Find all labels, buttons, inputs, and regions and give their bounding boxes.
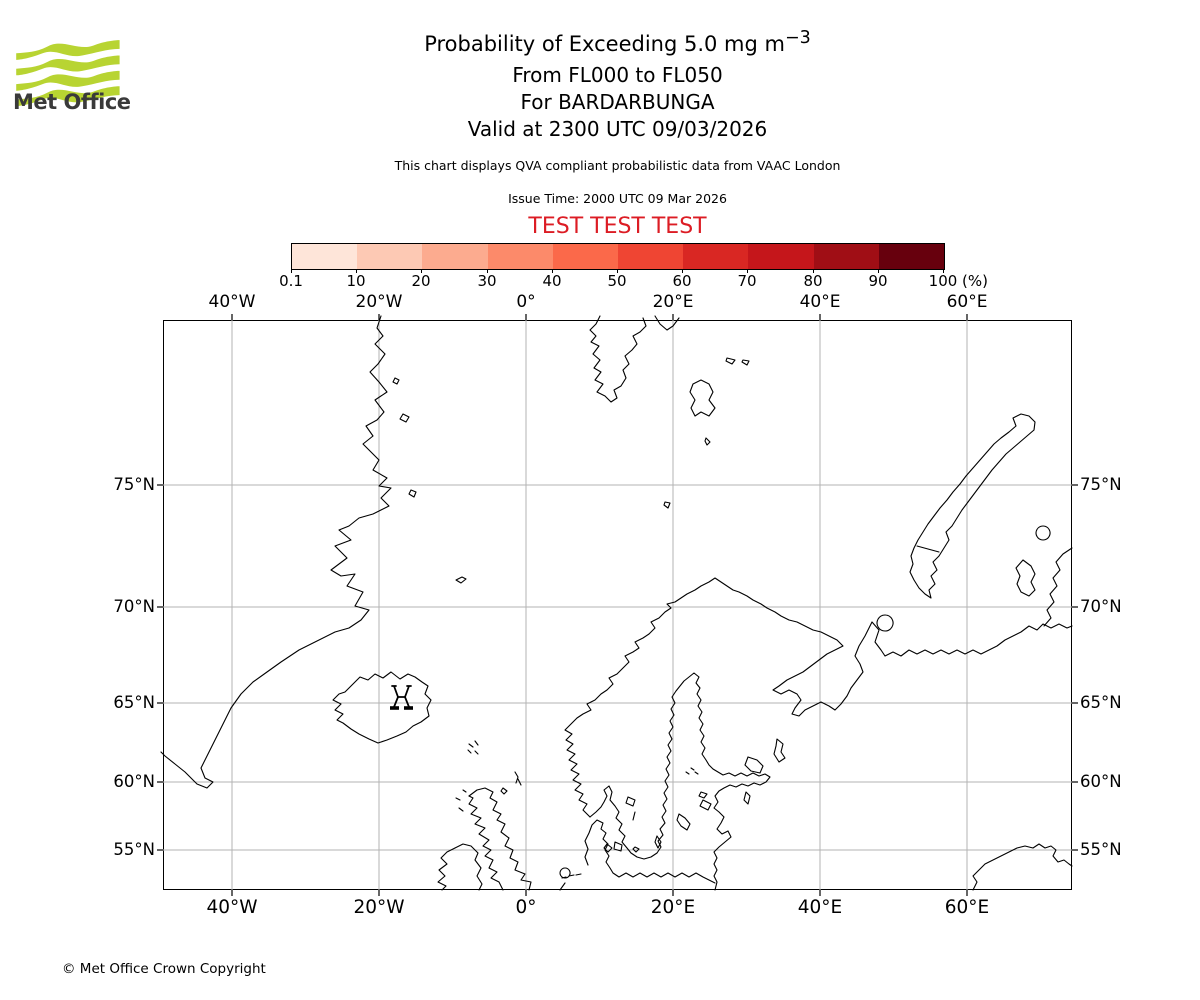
map-frame: [163, 320, 1072, 890]
colorbar-segment: [748, 244, 814, 269]
coastlines: [160, 315, 1073, 891]
met-office-logo-icon: [16, 40, 120, 107]
lat-label-left: 55°N: [113, 840, 155, 859]
lat-label-left: 65°N: [113, 693, 155, 712]
axis-ticks: [157, 314, 1078, 896]
lon-label-top: 60°E: [946, 292, 988, 312]
colorbar-tick: [552, 269, 553, 273]
colorbar-tick: [421, 269, 422, 273]
colorbar-tick: [747, 269, 748, 273]
colorbar-tick: [813, 269, 814, 273]
colorbar-tick: [487, 269, 488, 273]
colorbar-segment: [487, 244, 553, 269]
colorbar-segment: [683, 244, 749, 269]
colorbar-tick-label: 0.1: [279, 272, 303, 290]
lat-label-left: 60°N: [113, 772, 155, 791]
colorbar-tick-label: 10: [346, 272, 366, 290]
lat-label-right: 75°N: [1080, 475, 1122, 494]
page-title: Probability of Exceeding 5.0 mg m−3: [424, 28, 811, 56]
lat-label-left: 75°N: [113, 475, 155, 494]
colorbar-tick-label: 100: [928, 272, 958, 290]
colorbar-segment: [813, 244, 879, 269]
lat-label-right: 55°N: [1080, 840, 1122, 859]
lon-label-top: 20°W: [355, 292, 403, 312]
colorbar-segment: [618, 244, 684, 269]
colorbar-tick: [682, 269, 683, 273]
colorbar-tick: [291, 269, 292, 273]
colorbar-segment: [422, 244, 488, 269]
title-exponent: −3: [784, 28, 811, 48]
graticule: [163, 320, 1072, 890]
lon-label-bottom: 20°E: [650, 897, 696, 918]
colorbar-segment: [878, 244, 945, 269]
colorbar-tick-label: 20: [411, 272, 431, 290]
colorbar-tick-label: 40: [542, 272, 562, 290]
colorbar-tick-label: 80: [803, 272, 823, 290]
colorbar-segment: [357, 244, 423, 269]
test-banner: TEST TEST TEST: [528, 214, 707, 239]
lon-label-bottom: 40°E: [797, 897, 843, 918]
colorbar-tick-label: 60: [672, 272, 692, 290]
colorbar-tick-label: 90: [868, 272, 888, 290]
met-office-logo-text: Met Office: [13, 90, 131, 114]
lat-label-left: 70°N: [113, 597, 155, 616]
colorbar-unit-label: (%): [962, 272, 988, 290]
lat-label-right: 70°N: [1080, 597, 1122, 616]
lon-label-top: 0°: [516, 292, 536, 312]
probability-colorbar: [291, 243, 945, 270]
lat-label-right: 65°N: [1080, 693, 1122, 712]
colorbar-tick: [878, 269, 879, 273]
colorbar-segment: [292, 244, 358, 269]
map-canvas: [157, 314, 1078, 896]
lon-label-bottom: 40°W: [206, 897, 258, 918]
subtitle-volcano: For BARDARBUNGA: [520, 90, 715, 114]
lon-label-bottom: 20°W: [353, 897, 405, 918]
volcano-icon: [390, 685, 413, 710]
colorbar-tick: [943, 269, 944, 273]
colorbar-tick: [617, 269, 618, 273]
lon-label-top: 20°E: [652, 292, 694, 312]
colorbar-segment: [552, 244, 619, 269]
subtitle-valid-time: Valid at 2300 UTC 09/03/2026: [467, 117, 768, 141]
colorbar-tick-label: 70: [737, 272, 757, 290]
lon-label-top: 40°E: [799, 292, 841, 312]
colorbar-tick: [356, 269, 357, 273]
subtitle-flight-levels: From FL000 to FL050: [512, 63, 723, 87]
lat-label-right: 60°N: [1080, 772, 1122, 791]
qva-compliance-note: This chart displays QVA compliant probab…: [394, 158, 841, 173]
colorbar-tick-label: 30: [477, 272, 497, 290]
lon-label-top: 40°W: [208, 292, 256, 312]
lon-label-bottom: 60°E: [944, 897, 990, 918]
colorbar-tick-label: 50: [607, 272, 627, 290]
issue-time-label: Issue Time: 2000 UTC 09 Mar 2026: [508, 191, 727, 206]
lon-label-bottom: 0°: [515, 897, 537, 918]
copyright-notice: © Met Office Crown Copyright: [62, 961, 266, 977]
